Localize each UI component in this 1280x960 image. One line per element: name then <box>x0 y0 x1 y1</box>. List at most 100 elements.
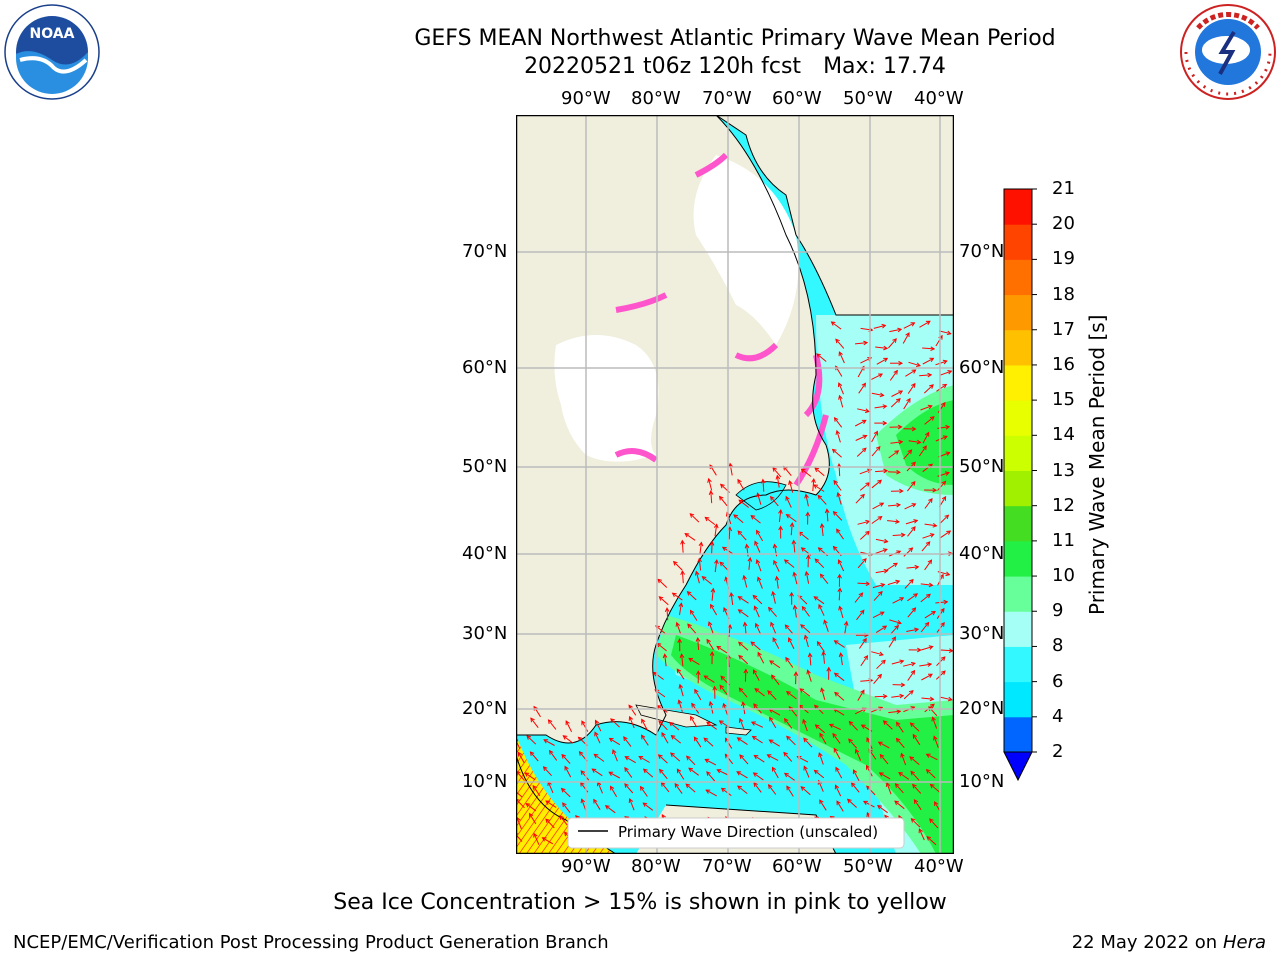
colorbar-band <box>1004 364 1032 401</box>
wave-arrow-head <box>894 800 899 806</box>
wave-arrow-head <box>929 783 935 789</box>
wave-arrow-head <box>725 511 731 517</box>
wave-arrow-head <box>813 484 819 489</box>
wave-arrow-head <box>863 655 869 660</box>
wave-arrow <box>922 432 930 444</box>
wave-arrow-head <box>771 590 776 596</box>
wave-arrow-head <box>793 671 799 677</box>
wave-arrow-head <box>925 541 931 546</box>
wave-arrow-head <box>910 669 916 675</box>
wave-arrow <box>695 571 700 584</box>
wave-arrow <box>516 771 525 781</box>
wave-arrow <box>834 417 843 428</box>
wave-arrow <box>863 800 875 808</box>
wave-arrow-head <box>719 561 725 567</box>
wave-arrow <box>594 732 601 744</box>
wave-arrow <box>784 772 795 781</box>
wave-arrow-head <box>819 799 824 805</box>
wave-arrow <box>835 338 845 349</box>
wave-arrow <box>924 416 935 425</box>
wave-arrow <box>642 802 654 811</box>
wave-arrow-head <box>836 800 841 806</box>
wave-arrow-head <box>707 621 713 627</box>
wave-arrow-head <box>772 467 777 472</box>
wave-arrow <box>524 772 536 781</box>
wave-arrow <box>562 802 571 813</box>
wave-arrow <box>549 750 558 761</box>
gulf-of-st-lawrence <box>735 481 787 511</box>
wave-arrow-head <box>710 603 715 609</box>
hudson-bay-ice <box>554 335 659 462</box>
wave-arrow-head <box>704 516 710 522</box>
wave-arrow <box>890 441 903 444</box>
colorbar-tick-label: 4 <box>1052 705 1064 727</box>
run-stamp: 22 May 2022 on Hera <box>1072 932 1266 953</box>
wave-arrow-head <box>924 621 930 627</box>
wave-arrow <box>529 813 537 825</box>
wave-arrow <box>911 818 921 828</box>
wave-arrow-head <box>898 360 904 366</box>
wave-arrow-head <box>814 467 820 472</box>
wave-arrow <box>896 722 904 733</box>
wave-arrow <box>783 466 792 477</box>
wave-arrow <box>833 708 845 716</box>
wave-arrow-head <box>689 609 695 615</box>
wave-arrow <box>754 688 765 697</box>
wave-arrow-head <box>862 558 867 563</box>
wave-arrow-head <box>580 770 586 775</box>
wave-arrow <box>888 338 897 349</box>
wave-arrow <box>903 547 913 557</box>
wave-arrow-head <box>927 404 933 410</box>
wave-arrow-head <box>677 638 682 643</box>
wave-arrow <box>793 572 798 585</box>
wave-arrow-head <box>718 720 724 725</box>
wave-arrow-head <box>719 684 725 690</box>
wave-arrow-head <box>784 624 790 630</box>
wave-arrow-head <box>885 781 891 787</box>
wave-arrow-head <box>895 398 901 403</box>
lat-label: 30°N <box>959 623 1005 644</box>
wave-arrow-head <box>863 340 869 346</box>
wave-arrow-head <box>940 607 945 613</box>
wave-arrow-head <box>806 669 811 675</box>
wave-arrow-head <box>754 540 759 546</box>
wave-arrow <box>805 494 809 507</box>
wave-arrow-head <box>896 620 902 625</box>
lon-label: 80°W <box>631 856 681 877</box>
wave-arrow-head <box>833 747 838 753</box>
wave-arrow <box>738 655 749 665</box>
wave-arrow-head <box>783 559 789 564</box>
wave-arrow <box>853 769 860 782</box>
wave-arrow <box>525 803 537 812</box>
wave-arrow-head <box>914 627 920 633</box>
wave-arrow-head <box>737 530 743 536</box>
wave-arrow-head <box>933 735 938 741</box>
wave-arrow <box>834 692 845 701</box>
wave-arrow <box>871 431 878 443</box>
wave-arrow-head <box>755 559 761 564</box>
colorbar-band <box>1004 681 1032 718</box>
wave-arrow <box>814 558 825 569</box>
wave-arrow <box>768 784 777 795</box>
wave-arrow-head <box>838 605 843 611</box>
wave-arrow <box>816 353 827 362</box>
wave-arrow <box>516 817 522 830</box>
wave-arrow-head <box>562 735 568 740</box>
wave-arrow <box>750 515 761 524</box>
wave-arrow-head <box>657 578 663 584</box>
wave-arrow-head <box>945 424 951 430</box>
wave-arrow <box>874 405 887 409</box>
wave-arrow-head <box>738 654 743 660</box>
colorbar-tick-label: 6 <box>1052 670 1064 692</box>
colorbar-tick-label: 18 <box>1052 283 1075 305</box>
wave-arrow-head <box>773 559 778 565</box>
wave-arrow <box>892 597 904 604</box>
wave-arrow <box>738 609 749 618</box>
wave-arrow <box>703 737 714 747</box>
wave-arrow <box>854 419 867 427</box>
wave-arrow-head <box>709 651 715 656</box>
wave-arrow <box>733 514 744 524</box>
max-value: Max: 17.74 <box>823 54 946 79</box>
wave-arrow-head <box>813 596 819 601</box>
wave-arrow-head <box>517 751 523 757</box>
